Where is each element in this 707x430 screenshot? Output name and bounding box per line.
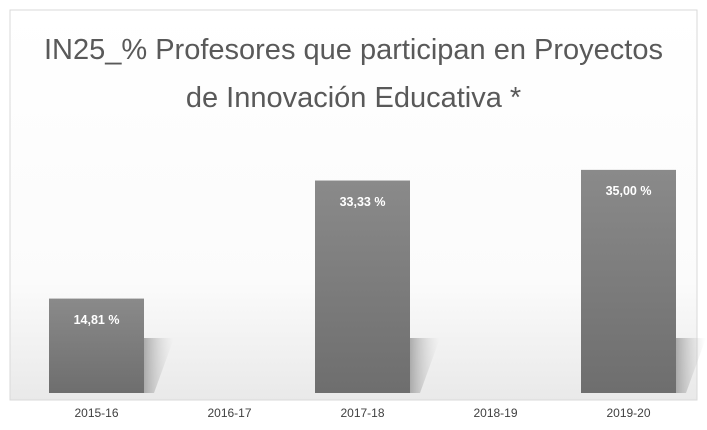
x-tick-label: 2016-17	[207, 406, 251, 420]
data-label: 33,33 %	[340, 195, 386, 209]
x-tick-label: 2015-16	[74, 406, 118, 420]
x-tick-label: 2017-18	[340, 406, 384, 420]
data-label: 14,81 %	[74, 313, 120, 327]
bar	[581, 169, 676, 393]
bar	[49, 298, 144, 393]
x-tick-label: 2018-19	[473, 406, 517, 420]
bar-shadow	[676, 338, 706, 393]
bar-shadow	[144, 338, 174, 393]
bar-shadow	[410, 338, 440, 393]
data-label: 35,00 %	[606, 184, 652, 198]
bar	[315, 180, 410, 393]
chart-title: IN25_% Profesores que participan en Proy…	[43, 34, 663, 114]
x-tick-label: 2019-20	[606, 406, 650, 420]
